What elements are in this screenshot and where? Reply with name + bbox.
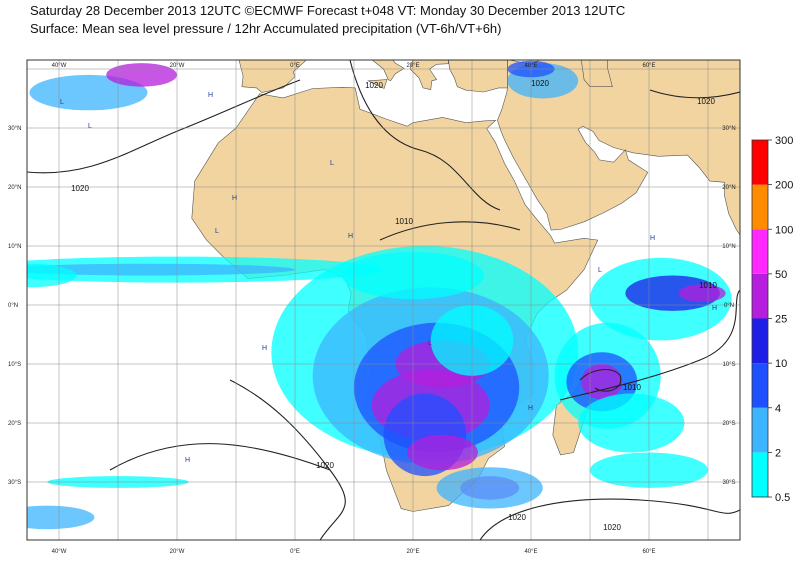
pressure-center: L xyxy=(215,228,219,235)
lon-label: 0°E xyxy=(290,549,300,555)
lon-label: 40°W xyxy=(52,549,67,555)
isobar xyxy=(559,289,740,401)
lat-label: 20°S xyxy=(722,421,735,427)
lat-label: 10°S xyxy=(8,362,21,368)
pressure-center: H xyxy=(208,92,213,99)
land xyxy=(409,60,449,90)
lat-label: 0°N xyxy=(724,303,734,309)
pressure-center: L xyxy=(60,99,64,106)
lon-label: 40°W xyxy=(52,63,67,69)
colorbar-segment xyxy=(752,363,768,408)
isobar xyxy=(379,221,521,241)
colorbar-label: 100 xyxy=(775,224,793,236)
precip-area xyxy=(106,63,177,87)
pressure-center: H xyxy=(185,457,190,464)
isobar-label: 1020 xyxy=(508,513,526,522)
colorbar-label: 25 xyxy=(775,314,787,326)
isobar-label: 1020 xyxy=(316,461,334,470)
colorbar-label: 0.5 xyxy=(775,492,790,504)
precip-area xyxy=(407,434,478,471)
land xyxy=(448,60,508,93)
pressure-center: H xyxy=(712,305,717,312)
map-title: Saturday 28 December 2013 12UTC ©ECMWF F… xyxy=(30,3,626,18)
isobar-label: 1010 xyxy=(395,217,413,226)
lon-label: 60°E xyxy=(642,549,655,555)
pressure-center: L xyxy=(428,340,432,347)
precip-area xyxy=(27,505,95,530)
pressure-center: H xyxy=(232,195,237,202)
map-layer: 1020 1020 1020 1020 1010 1010 1010 1020 1020 1020… xyxy=(27,60,740,540)
map-subtitle: Surface: Mean sea level pressure / 12hr … xyxy=(30,21,502,36)
isobar-label: 1020 xyxy=(71,184,89,193)
lat-label: 30°S xyxy=(8,480,21,486)
pressure-center: L xyxy=(88,123,92,130)
lon-label: 60°E xyxy=(642,63,655,69)
lat-label: 30°N xyxy=(8,126,21,132)
pressure-center: H xyxy=(528,405,533,412)
land xyxy=(367,79,388,89)
colorbar-segment xyxy=(752,273,768,319)
isobar xyxy=(649,89,740,99)
precip-area xyxy=(27,263,295,276)
isobar xyxy=(27,79,301,174)
precip-area xyxy=(678,284,726,303)
lat-label: 10°N xyxy=(8,244,21,250)
colorbar-label: 10 xyxy=(775,358,787,370)
lat-label: 30°S xyxy=(722,480,735,486)
colorbar-segment xyxy=(752,229,768,274)
lat-label: 20°S xyxy=(8,421,21,427)
lon-label: 40°E xyxy=(524,63,537,69)
colorbar-segment xyxy=(752,407,768,453)
land xyxy=(371,60,405,82)
colorbar-label: 200 xyxy=(775,180,793,192)
lon-label: 40°E xyxy=(524,549,537,555)
lat-label: 10°N xyxy=(722,244,735,250)
isobar xyxy=(349,60,501,211)
precip-area xyxy=(436,467,543,509)
pressure-center: L xyxy=(598,267,602,274)
isobar-label: 1020 xyxy=(365,81,383,90)
pressure-center: H xyxy=(262,345,267,352)
colorbar-segment xyxy=(752,140,768,185)
colorbar-label: 50 xyxy=(775,269,787,281)
lat-label: 30°N xyxy=(722,126,735,132)
lat-label: 10°S xyxy=(722,362,735,368)
isobar-label: 1010 xyxy=(699,281,717,290)
isobar xyxy=(109,443,331,471)
lon-label: 20°E xyxy=(406,549,419,555)
lon-label: 20°W xyxy=(170,549,185,555)
isobar-label: 1020 xyxy=(531,79,549,88)
pressure-center: L xyxy=(330,160,334,167)
colorbar-label: 4 xyxy=(775,403,781,415)
colorbar-segment xyxy=(752,318,768,364)
precip-area xyxy=(27,263,77,288)
lat-label: 20°N xyxy=(722,185,735,191)
colorbar-segment xyxy=(752,184,768,230)
lon-label: 20°W xyxy=(170,63,185,69)
frame xyxy=(26,59,741,541)
isobar-label: 1010 xyxy=(623,383,641,392)
isobar xyxy=(579,369,622,392)
colorbar-label: 300 xyxy=(775,135,793,147)
lon-label: 20°E xyxy=(406,63,419,69)
isobar xyxy=(479,498,740,540)
colorbar-label: 2 xyxy=(775,447,781,459)
land xyxy=(238,60,307,93)
lat-label: 0°N xyxy=(8,303,18,309)
isobar-label: 1020 xyxy=(603,523,621,532)
lat-label: 20°N xyxy=(8,185,21,191)
pressure-center: H xyxy=(650,235,655,242)
isobar-label: 1020 xyxy=(697,97,715,106)
pressure-center: H xyxy=(348,233,353,240)
colorbar-segment xyxy=(752,452,768,497)
lon-label: 0°E xyxy=(290,63,300,69)
